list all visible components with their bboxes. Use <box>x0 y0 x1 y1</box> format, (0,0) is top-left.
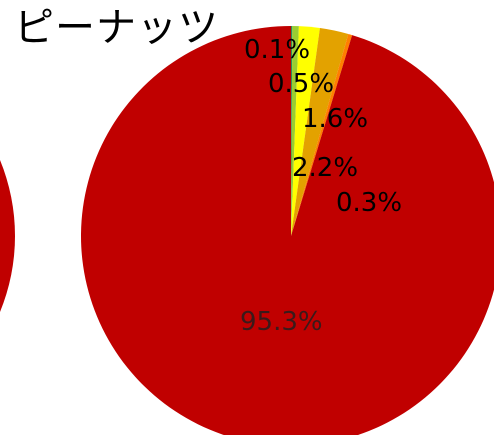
pie-label-5: 95.3% <box>240 307 323 337</box>
pie-label-1: 0.5% <box>268 69 334 99</box>
left-partial-pie <box>0 160 15 312</box>
pie-label-4: 0.3% <box>336 188 402 218</box>
pie-label-0: 0.1% <box>244 35 310 65</box>
left-pie-slice <box>0 160 15 312</box>
pie-labels: 0.1% 0.5% 1.6% 2.2% 0.3% 95.3% <box>240 35 402 337</box>
pie-slice-3 <box>291 28 349 237</box>
pie-slice-0 <box>291 26 293 236</box>
pie-label-3: 2.2% <box>292 153 358 183</box>
pie-slice-5 <box>81 26 494 435</box>
pie-slice-1 <box>291 26 299 236</box>
pie-slice-2 <box>291 26 320 236</box>
pie-slice-4 <box>291 33 353 237</box>
chart-title: ピーナッツ <box>14 5 219 51</box>
pie-label-2: 1.6% <box>302 104 368 134</box>
pie-slices <box>81 26 494 435</box>
